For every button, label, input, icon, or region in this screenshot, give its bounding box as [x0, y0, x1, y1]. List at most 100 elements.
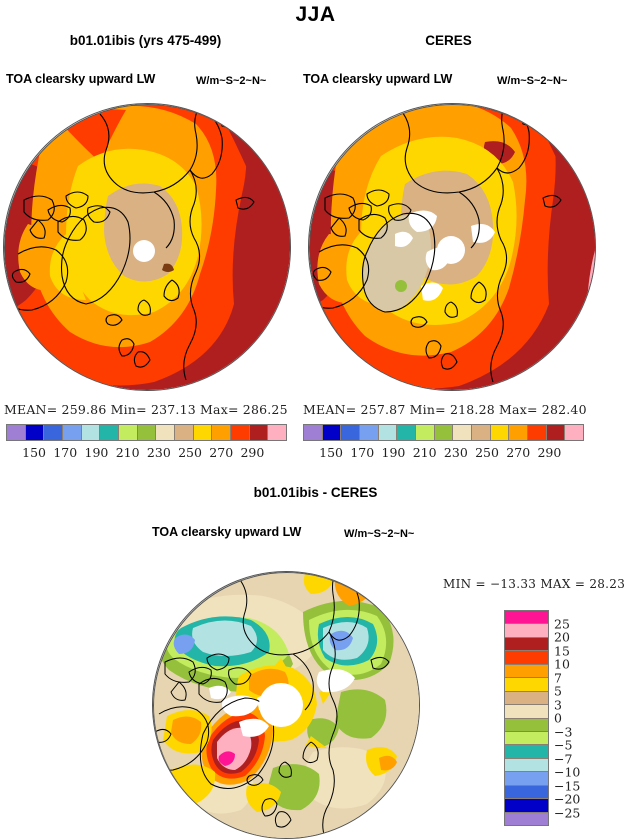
- difference-colorbar-ticks: 25 20 15 10 7 5 3 0 −3 −5 −7 −10 −15 −20 −25: [554, 610, 614, 826]
- model-map-canvas: [4, 104, 290, 390]
- colorbar-swatch: [416, 425, 435, 440]
- difference-colorbar-tick-label: −3: [554, 724, 573, 739]
- difference-colorbar-tick-label: 3: [554, 697, 562, 712]
- difference-pole-marker: [259, 683, 303, 727]
- model-pole-marker: [133, 240, 155, 262]
- difference-colorbar[interactable]: [504, 610, 549, 826]
- colorbar-swatch: [434, 425, 454, 440]
- colorbar-swatch: [546, 425, 566, 440]
- difference-colorbar-swatch: [505, 772, 548, 786]
- colorbar-tick-label: 290: [537, 445, 562, 460]
- difference-colorbar-tick-label: −5: [554, 737, 573, 753]
- colorbar-swatch: [322, 425, 342, 440]
- difference-colorbar-tick-label: −10: [554, 764, 581, 780]
- colorbar-swatch: [44, 425, 64, 440]
- difference-colorbar-swatch: [505, 745, 548, 759]
- model-colorbar-ticks: 150 170 190 210 230 250 270 290: [6, 445, 287, 463]
- colorbar-swatch: [472, 425, 491, 440]
- difference-colorbar-tick-label: −7: [554, 751, 573, 766]
- colorbar-tick-label: 210: [412, 445, 437, 460]
- obs-colorbar[interactable]: [303, 424, 584, 441]
- difference-colorbar-swatch: [505, 611, 548, 625]
- difference-colorbar-swatch: [505, 678, 548, 692]
- colorbar-swatch: [175, 425, 194, 440]
- colorbar-swatch: [193, 425, 213, 440]
- colorbar-swatch: [565, 425, 584, 440]
- obs-colorbar-ticks: 150 170 190 210 230 250 270 290: [303, 445, 584, 463]
- difference-colorbar-tick-label: 20: [554, 629, 570, 645]
- colorbar-tick-label: 150: [319, 445, 344, 460]
- difference-colorbar-swatch: [505, 799, 548, 813]
- difference-colorbar-swatch: [505, 705, 548, 719]
- colorbar-swatch: [304, 425, 323, 440]
- difference-colorbar-swatch: [505, 624, 548, 638]
- model-stats: MEAN= 259.86 Min= 237.13 Max= 286.25: [4, 402, 288, 417]
- colorbar-tick-label: 210: [115, 445, 140, 460]
- colorbar-swatch: [25, 425, 45, 440]
- figure-title: JJA: [295, 3, 336, 26]
- colorbar-swatch: [397, 425, 417, 440]
- colorbar-swatch: [231, 425, 250, 440]
- difference-colorbar-swatch: [505, 664, 548, 679]
- difference-colorbar-tick-label: 5: [554, 683, 562, 699]
- colorbar-tick-label: 150: [22, 445, 47, 460]
- difference-minmax: MIN = −13.33 MAX = 28.23: [443, 577, 626, 591]
- colorbar-swatch: [119, 425, 138, 440]
- obs-stats: MEAN= 257.87 Min= 218.28 Max= 282.40: [303, 402, 587, 417]
- colorbar-swatch: [268, 425, 287, 440]
- obs-pole-marker: [437, 236, 465, 264]
- colorbar-swatch: [156, 425, 176, 440]
- difference-colorbar-tick-label: −20: [554, 791, 581, 807]
- model-colorbar[interactable]: [6, 424, 287, 441]
- colorbar-swatch: [453, 425, 473, 440]
- colorbar-swatch: [7, 425, 26, 440]
- obs-field-label: TOA clearsky upward LW: [303, 72, 453, 86]
- colorbar-tick-label: 230: [146, 445, 171, 460]
- model-polar-map[interactable]: [3, 103, 291, 391]
- difference-colorbar-tick-label: 25: [554, 616, 570, 631]
- colorbar-tick-label: 190: [381, 445, 406, 460]
- colorbar-tick-label: 250: [475, 445, 499, 460]
- difference-colorbar-swatch: [505, 731, 548, 746]
- difference-colorbar-tick-label: −15: [554, 778, 581, 793]
- difference-colorbar-tick-label: 10: [554, 656, 570, 672]
- difference-colorbar-swatch: [505, 785, 548, 800]
- colorbar-swatch: [81, 425, 101, 440]
- colorbar-tick-label: 190: [84, 445, 109, 460]
- difference-colorbar-swatch: [505, 651, 548, 665]
- colorbar-tick-label: 230: [443, 445, 468, 460]
- difference-polar-map[interactable]: [152, 571, 420, 839]
- model-units-label: W/m~S~2~N~: [196, 75, 267, 87]
- difference-colorbar-tick-label: 0: [554, 710, 562, 726]
- colorbar-tick-label: 250: [178, 445, 202, 460]
- difference-units-label: W/m~S~2~N~: [344, 528, 415, 540]
- colorbar-swatch: [100, 425, 120, 440]
- colorbar-tick-label: 270: [506, 445, 531, 460]
- model-panel-title: b01.01ibis (yrs 475-499): [69, 33, 222, 48]
- colorbar-swatch: [509, 425, 529, 440]
- difference-colorbar-swatch: [505, 691, 548, 706]
- difference-colorbar-swatch: [505, 637, 548, 652]
- colorbar-swatch: [341, 425, 361, 440]
- difference-map-canvas: [153, 572, 419, 838]
- colorbar-swatch: [212, 425, 232, 440]
- difference-panel-title: b01.01ibis - CERES: [253, 485, 378, 500]
- obs-panel-title: CERES: [425, 33, 472, 48]
- difference-colorbar-swatch: [505, 718, 548, 732]
- model-field-label: TOA clearsky upward LW: [6, 72, 156, 86]
- difference-colorbar-tick-label: 7: [554, 670, 562, 685]
- colorbar-swatch: [360, 425, 379, 440]
- difference-colorbar-tick-label: −25: [554, 805, 581, 820]
- colorbar-swatch: [63, 425, 82, 440]
- difference-field-label: TOA clearsky upward LW: [152, 525, 302, 539]
- difference-colorbar-swatch: [505, 758, 548, 773]
- colorbar-swatch: [490, 425, 510, 440]
- colorbar-tick-label: 170: [350, 445, 375, 460]
- colorbar-swatch: [378, 425, 398, 440]
- colorbar-swatch: [528, 425, 547, 440]
- difference-colorbar-tick-label: 15: [554, 643, 570, 658]
- colorbar-tick-label: 270: [209, 445, 234, 460]
- colorbar-tick-label: 290: [240, 445, 265, 460]
- obs-polar-map[interactable]: [308, 103, 596, 391]
- colorbar-tick-label: 170: [53, 445, 78, 460]
